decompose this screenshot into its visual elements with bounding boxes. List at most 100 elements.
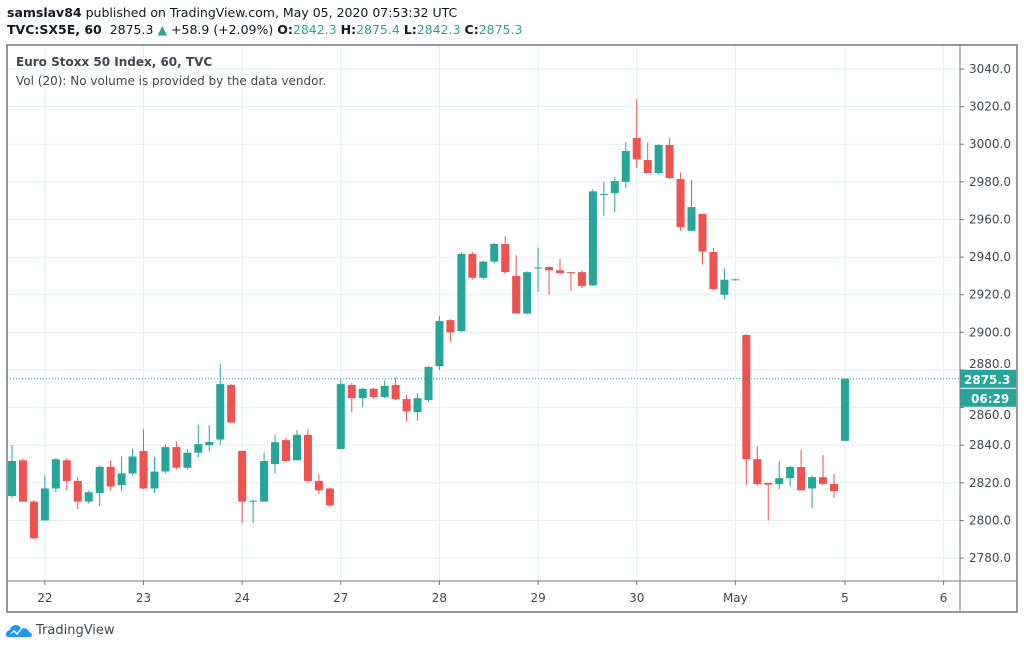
candle-up [731, 278, 740, 281]
candle-down [830, 474, 838, 498]
candle-body [336, 384, 345, 449]
candle-down [512, 255, 521, 314]
candle-body [8, 461, 16, 496]
candle-up [523, 271, 532, 315]
brand-text: TradingView [36, 622, 115, 638]
candle-down [468, 252, 477, 280]
y-tick-label: 2920.0 [969, 288, 1011, 302]
candle-up [621, 142, 630, 189]
candle-up [128, 448, 137, 476]
y-tick-label: 2800.0 [969, 513, 1011, 527]
candle-up [161, 444, 170, 474]
candle-body [117, 473, 126, 486]
candle-down [797, 449, 806, 491]
candle-body [161, 447, 170, 472]
candle-body [18, 460, 27, 502]
x-tick-label: 22 [37, 591, 52, 605]
open-value: 2842.3 [292, 22, 337, 37]
x-tick-label: 6 [940, 591, 948, 605]
candle-body [698, 213, 707, 252]
candle-body [742, 334, 751, 460]
candle-body [643, 160, 652, 174]
candle-body [303, 434, 312, 481]
candle-up [205, 425, 214, 452]
countdown-badge [960, 388, 1016, 407]
grid [7, 45, 960, 581]
candle-body [391, 385, 400, 400]
candle-up [150, 457, 159, 493]
candle-body [260, 461, 269, 502]
candle-down [282, 437, 290, 463]
candle-down [325, 487, 334, 507]
candle-body [227, 385, 236, 423]
candle-up [490, 242, 499, 264]
high-value: 2875.4 [356, 22, 400, 37]
y-tick-label: 2900.0 [969, 325, 1011, 339]
candle-body [51, 459, 60, 489]
candle-body [172, 447, 181, 468]
candle-down [577, 270, 586, 288]
x-tick-label: 29 [530, 591, 545, 605]
y-tick-label: 2860.0 [969, 408, 1011, 422]
candle-up [479, 260, 488, 280]
y-tick-label: 2980.0 [969, 175, 1011, 189]
candle-body [402, 399, 411, 412]
candle-down [73, 477, 82, 510]
last-price: 2875.3 [109, 22, 154, 37]
candle-up [271, 434, 280, 474]
candle-up [424, 366, 433, 402]
candle-down [665, 138, 674, 180]
candle-up [786, 465, 795, 487]
author[interactable]: samslav84 [7, 5, 82, 20]
candle-up [720, 268, 729, 300]
symbol: TVC:SX5E, 60 [7, 22, 102, 37]
candle-body [314, 480, 323, 491]
candle-body [610, 181, 619, 194]
candle-body [676, 179, 685, 228]
axes: 2780.0 2800.0 2820.0 2840.0 2860.0 2880.0 2900… [6, 44, 1018, 613]
candle-body [424, 366, 433, 401]
publish-info: samslav84 published on TradingView.com, … [7, 5, 457, 20]
candle-up [249, 499, 258, 524]
candle-up [534, 247, 543, 292]
candle-up [8, 445, 16, 498]
candle-body [150, 471, 159, 489]
up-triangle-icon: ▲ [157, 22, 168, 37]
candle-body [128, 456, 137, 474]
candle-down [106, 460, 115, 491]
x-tick-label: 24 [235, 591, 250, 605]
x-tick-label: 30 [629, 591, 644, 605]
candle-body [490, 243, 499, 262]
candle-body [282, 440, 290, 462]
candle-down [764, 482, 773, 521]
candle-body [468, 253, 477, 278]
candle-down [139, 429, 148, 490]
candle-body [271, 442, 280, 465]
y-tick-label: 2820.0 [969, 476, 1011, 490]
candle-down [303, 429, 312, 483]
y-tick-label: 2880.0 [969, 357, 1011, 371]
candle-body [577, 272, 586, 287]
candle-up [808, 475, 817, 509]
close-label: C: [464, 22, 479, 37]
candle-body [501, 243, 510, 273]
candle-body [29, 501, 38, 539]
candle-down [676, 172, 685, 231]
candle-up [840, 378, 849, 441]
candle-down [18, 458, 27, 502]
candle-body [413, 398, 422, 413]
x-tick-label: 23 [136, 591, 151, 605]
candle-up [51, 458, 60, 493]
candle-body [566, 272, 575, 274]
candle-body [73, 480, 82, 502]
candle-body [654, 144, 663, 174]
low-value: 2842.3 [416, 22, 461, 37]
candle-body [40, 488, 49, 521]
candle-body [446, 320, 455, 333]
candle-up [292, 430, 301, 461]
candle-body [665, 144, 674, 179]
last-price-label: 2875.3 [964, 373, 1010, 387]
candle-body [709, 252, 718, 290]
tradingview-logo-icon [6, 625, 32, 637]
